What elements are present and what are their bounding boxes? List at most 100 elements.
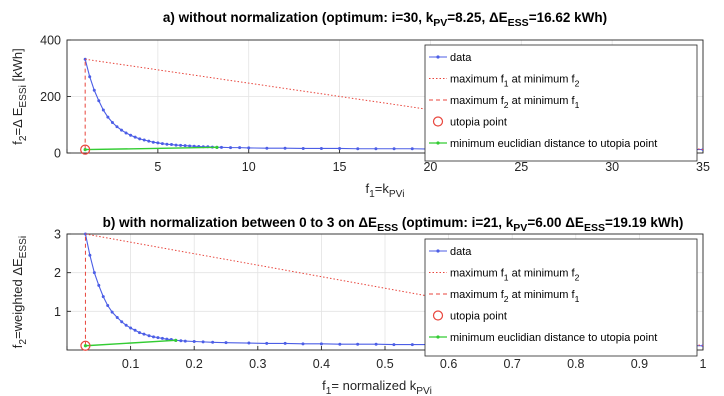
x-tick-label: 1 [700, 357, 707, 371]
text-part: utopia point [450, 117, 507, 129]
x-tick-label: 0.6 [440, 357, 457, 371]
text-part: maximum f [450, 74, 505, 86]
text-part: ESS [377, 222, 398, 234]
text-part: at minimum f [509, 74, 576, 86]
legend-swatch-marker [436, 335, 440, 339]
data-point [283, 146, 287, 150]
text-part: =6.00 ΔE [527, 215, 584, 230]
data-point [92, 271, 96, 275]
legend-entry: maximum f1 at minimum f2 [450, 74, 580, 89]
x-tick-label: 10 [242, 160, 256, 174]
text-part: ESS [584, 222, 605, 234]
text-part: utopia point [450, 311, 507, 323]
text-part: (optimum: i=21, k [398, 215, 514, 230]
text-part: =weighted ΔE [10, 258, 25, 339]
min-distance-point [215, 145, 219, 149]
data-point [356, 147, 360, 151]
text-part: ESSi [18, 236, 29, 259]
y-tick-label: 1 [54, 305, 61, 319]
data-point [356, 342, 360, 346]
chart-title: a) without normalization (optimum: i=30,… [163, 10, 607, 29]
x-tick-label: 25 [514, 160, 528, 174]
y-tick-label: 400 [40, 34, 61, 48]
text-part: 2 [575, 273, 580, 283]
legend-swatch-utopia [432, 116, 444, 127]
data-point [88, 253, 92, 257]
data-point [156, 141, 160, 145]
x-tick-label: 20 [423, 160, 437, 174]
legend-swatch-marker [436, 55, 440, 59]
text-part: PVi [389, 189, 405, 200]
y-tick-label: 3 [54, 228, 61, 242]
legend-entry: data [450, 52, 472, 64]
data-point [338, 146, 342, 150]
x-axis-label: f1=kPVi [366, 181, 405, 200]
y-axis-label: f2=weighted ΔEESSi [10, 236, 29, 348]
x-tick-label: 35 [696, 160, 710, 174]
data-point [183, 144, 187, 148]
text-part: [kWh] [10, 48, 25, 85]
text-part: f [10, 141, 25, 145]
data-point [201, 340, 205, 344]
y-axis-label: f2=Δ EESSi [kWh] [10, 48, 29, 144]
data-point [142, 332, 146, 336]
text-part: 1 [504, 273, 509, 283]
min-distance-point [174, 338, 178, 342]
chart-a-without-normalization: 5 10 15 20 25 30 35 0 200 400 a) without normaliza… [10, 10, 710, 200]
text-part: 1 [326, 386, 332, 396]
data-point [101, 295, 105, 299]
x-tick-label: 0.1 [122, 357, 139, 371]
text-part: b) with normalization between 0 to 3 on … [103, 215, 377, 230]
data-point [124, 131, 128, 135]
x-tick-label: 0.2 [186, 357, 203, 371]
utopia-point-marker [80, 340, 91, 351]
data-point [188, 144, 192, 148]
text-part: at minimum f [509, 289, 576, 301]
text-part: 2 [18, 135, 29, 141]
text-part: maximum f [450, 268, 505, 280]
text-part: ESS [508, 17, 529, 29]
data-point [247, 341, 251, 345]
data-point [192, 144, 196, 148]
data-point [110, 120, 114, 124]
text-part: at minimum f [509, 268, 576, 280]
data-point [301, 342, 305, 346]
x-tick-label: 30 [605, 160, 619, 174]
text-part: =19.19 kWh) [605, 215, 683, 230]
x-tick-label: 0.8 [567, 357, 584, 371]
data-point [165, 142, 169, 146]
x-tick-label: 0.4 [313, 357, 330, 371]
legend-entry: utopia point [450, 311, 507, 323]
legend-swatch-marker [436, 249, 440, 253]
data-point [301, 146, 305, 150]
data-point [179, 339, 183, 343]
data-point [133, 135, 137, 139]
x-tick-label: 0.7 [504, 357, 521, 371]
text-part: 2 [504, 100, 509, 110]
legend-entry: utopia point [450, 117, 507, 129]
data-point [106, 115, 110, 119]
text-part: ESSi [18, 85, 29, 108]
data-point [183, 339, 187, 343]
min-distance-point [83, 344, 88, 348]
text-part: data [450, 52, 472, 64]
data-point [238, 146, 242, 150]
text-part: data [450, 246, 472, 258]
data-point [151, 335, 155, 339]
data-point [219, 145, 223, 149]
data-point [160, 336, 164, 340]
data-point [129, 133, 133, 137]
legend-swatch-marker [436, 141, 440, 145]
data-point [92, 88, 96, 92]
data-point [88, 75, 92, 79]
data-point [319, 342, 323, 346]
text-part: =8.25, ΔE [447, 10, 507, 25]
legend-entry: data [450, 246, 472, 258]
legend-box [424, 44, 698, 162]
text-part: =k [375, 181, 390, 196]
legend-entry: maximum f2 at minimum f1 [450, 95, 580, 110]
data-point [165, 337, 169, 341]
series-max-f1-line [85, 58, 703, 151]
legend-entry: maximum f2 at minimum f1 [450, 289, 580, 304]
